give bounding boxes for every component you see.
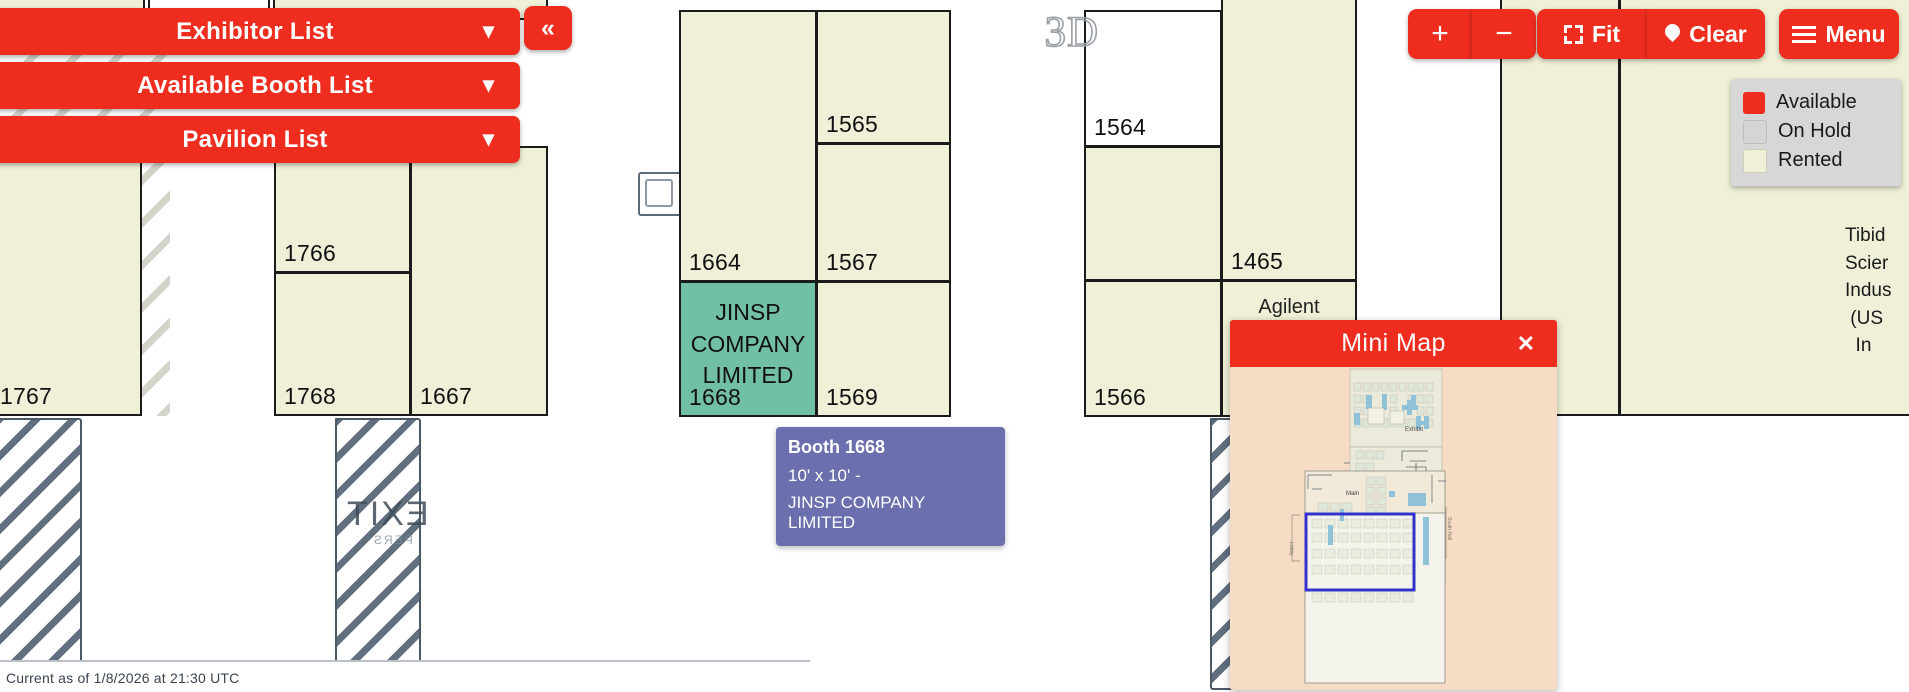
- mini-map-title: Mini Map: [1341, 329, 1446, 357]
- dropdown-label: Exhibitor List: [176, 17, 334, 45]
- booth-info-tooltip: Booth 1668 10' x 10' - JINSP COMPANY LIM…: [776, 427, 1005, 546]
- booth-number: 1566: [1094, 384, 1146, 410]
- legend-label: Available: [1776, 91, 1857, 113]
- booth-1565[interactable]: 1565: [816, 10, 951, 144]
- map-toolbar: + − Fit Clear Menu: [1408, 9, 1899, 59]
- booth-1664[interactable]: 1664: [679, 10, 817, 282]
- legend-panel: Available On Hold Rented: [1731, 79, 1901, 186]
- legend-item-available: Available: [1743, 88, 1891, 117]
- double-chevron-left-icon: «: [541, 13, 555, 42]
- dropdown-exhibitor-list[interactable]: Exhibitor List ▾: [0, 8, 520, 55]
- legend-label: Rented: [1778, 149, 1843, 171]
- svg-text:South Hall: South Hall: [1446, 517, 1452, 540]
- booth-1766[interactable]: 1766: [274, 146, 411, 273]
- booth-number: 1767: [0, 383, 52, 409]
- booth-number: 1668: [689, 384, 741, 410]
- tooltip-booth-title: Booth 1668: [788, 437, 886, 457]
- booth-number: 1567: [826, 249, 878, 275]
- chevron-down-icon: ▾: [482, 17, 494, 43]
- edge-exhibitor-label: Tibid Scier Indus (US In: [1845, 225, 1892, 357]
- legend-label: On Hold: [1778, 120, 1852, 142]
- booth-number: 1564: [1094, 114, 1146, 140]
- booth-1465[interactable]: 1465: [1221, 0, 1357, 281]
- svg-text:Lobby: Lobby: [1288, 542, 1294, 556]
- booth-exhibitor-name: JINSP COMPANY LIMITED: [681, 297, 815, 392]
- exit-sign-label: EXIT: [345, 495, 429, 533]
- fit-label: Fit: [1591, 20, 1621, 47]
- 3d-mode-badge[interactable]: 3D: [1044, 9, 1099, 56]
- booth-number: 1569: [826, 384, 878, 410]
- minus-icon: −: [1495, 17, 1513, 50]
- menu-button[interactable]: Menu: [1779, 9, 1899, 59]
- zoom-out-button[interactable]: −: [1472, 9, 1536, 59]
- hamburger-icon: [1792, 25, 1817, 43]
- booth-cell[interactable]: [1619, 0, 1909, 416]
- mini-map-body[interactable]: Exhibit Main: [1230, 367, 1557, 690]
- menu-label: Menu: [1825, 20, 1886, 47]
- dropdown-available-booth-list[interactable]: Available Booth List ▾: [0, 62, 520, 109]
- booth-number: 1664: [689, 249, 741, 275]
- tooltip-booth-company: JINSP COMPANY LIMITED: [788, 493, 925, 532]
- tooltip-booth-size: 10' x 10' -: [788, 466, 861, 485]
- legend-swatch-on-hold: [1743, 119, 1767, 144]
- clear-button[interactable]: Clear: [1647, 9, 1765, 59]
- zoom-in-button[interactable]: +: [1408, 9, 1472, 59]
- booth-name-line-1: JINSP: [715, 299, 781, 325]
- booth-cell[interactable]: [1084, 146, 1222, 281]
- chevron-down-icon: ▾: [482, 71, 494, 97]
- booth-name-line-3: LIMITED: [702, 362, 794, 389]
- legend-item-on-hold: On Hold: [1743, 117, 1891, 146]
- booth-1668-selected[interactable]: JINSP COMPANY LIMITED 1668: [679, 281, 817, 417]
- booth-name-line-2: COMPANY: [690, 330, 806, 357]
- status-timestamp: Current as of 1/8/2026 at 21:30 UTC: [6, 670, 240, 686]
- column-outline: [335, 418, 421, 690]
- booth-number: 1565: [826, 111, 878, 137]
- pillar-marker-inner: [645, 179, 673, 207]
- booth-1768[interactable]: 1768: [274, 272, 411, 416]
- map-pin-icon: [1665, 24, 1680, 44]
- collapse-panel-button[interactable]: «: [524, 6, 572, 50]
- booth-1667[interactable]: 1667: [410, 146, 548, 416]
- exit-sign-sublabel: PERS: [372, 533, 413, 547]
- mini-map-panel[interactable]: Mini Map ✕: [1230, 320, 1557, 690]
- clear-label: Clear: [1689, 20, 1747, 47]
- booth-number: 1768: [284, 383, 336, 409]
- fit-button[interactable]: Fit: [1537, 9, 1647, 59]
- booth-number: 1766: [284, 240, 336, 266]
- legend-item-rented: Rented: [1743, 146, 1891, 175]
- left-list-panel: Exhibitor List ▾ Available Booth List ▾ …: [0, 8, 520, 170]
- floor-band: [0, 660, 810, 692]
- svg-text:Exhibit: Exhibit: [1405, 427, 1423, 433]
- column-outline: [0, 418, 82, 690]
- chevron-down-icon: ▾: [482, 125, 494, 151]
- booth-1567[interactable]: 1567: [816, 143, 951, 282]
- booth-1566[interactable]: 1566: [1084, 280, 1222, 417]
- booth-1569[interactable]: 1569: [816, 281, 951, 417]
- booth-exhibitor-name: Agilent: [1258, 296, 1320, 318]
- booth-number: 1667: [420, 383, 472, 409]
- dropdown-label: Pavilion List: [182, 125, 328, 153]
- booth-1767[interactable]: 1767: [0, 146, 142, 416]
- plus-icon: +: [1431, 17, 1449, 50]
- dropdown-label: Available Booth List: [137, 71, 373, 99]
- legend-swatch-available: [1743, 91, 1765, 114]
- close-icon[interactable]: ✕: [1516, 330, 1535, 356]
- booth-1564[interactable]: 1564: [1084, 10, 1222, 147]
- mini-map-viewport: [1304, 512, 1416, 592]
- booth-number: 1465: [1231, 248, 1283, 274]
- fit-to-screen-icon: [1563, 24, 1583, 44]
- dropdown-pavilion-list[interactable]: Pavilion List ▾: [0, 116, 520, 163]
- legend-swatch-rented: [1743, 148, 1767, 173]
- svg-text:Main: Main: [1346, 491, 1359, 497]
- mini-map-plan: Exhibit Main: [1230, 367, 1557, 690]
- mini-map-header: Mini Map ✕: [1230, 320, 1557, 367]
